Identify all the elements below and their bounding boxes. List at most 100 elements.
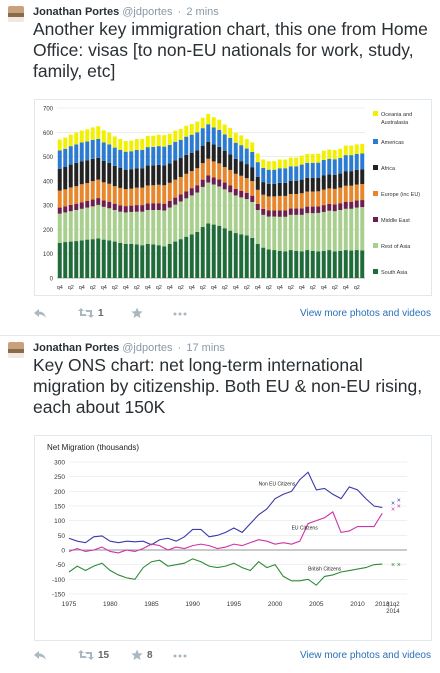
favorite-button[interactable]: [131, 307, 147, 319]
x-marker: ×: [397, 504, 401, 511]
x-tick-label: q2: [288, 285, 294, 291]
bar-segment: [173, 197, 178, 205]
x-tick-label: q2: [244, 285, 250, 291]
author-handle[interactable]: @jdportes: [122, 342, 173, 354]
bar-segment: [228, 127, 233, 138]
bar-segment: [57, 150, 62, 169]
bar-segment: [195, 132, 200, 151]
bar-segment: [332, 174, 337, 189]
bar-segment: [277, 210, 282, 217]
retweet-button[interactable]: 15: [78, 649, 109, 661]
bar-segment: [145, 203, 150, 210]
bar-segment: [277, 250, 282, 278]
bar-segment: [228, 230, 233, 278]
reply-button[interactable]: [33, 649, 47, 661]
bar-segment: [354, 200, 359, 208]
bar-segment: [96, 204, 101, 239]
bar-segment: [162, 185, 167, 204]
bar-segment: [244, 139, 249, 149]
avatar[interactable]: [8, 342, 24, 358]
more-button[interactable]: [173, 312, 187, 316]
y-tick-label: 600: [43, 131, 54, 137]
bar-segment: [272, 169, 277, 184]
bar-segment: [233, 142, 238, 159]
bar-segment: [90, 127, 95, 140]
author-handle[interactable]: @jdportes: [122, 6, 173, 18]
bar-segment: [129, 188, 134, 206]
bar-segment: [101, 142, 106, 161]
x-tick-label: q2: [200, 285, 206, 291]
legend-label: Middle East: [381, 218, 410, 224]
bar-segment: [299, 179, 304, 194]
x-tick-label: q2: [134, 285, 140, 291]
bar-segment: [250, 167, 255, 182]
author-name[interactable]: Jonathan Portes: [33, 6, 120, 18]
y-tick-label: -100: [52, 577, 65, 584]
legend-swatch: [373, 139, 378, 144]
bar-segment: [244, 192, 249, 200]
x-tick-label: q4: [233, 285, 239, 291]
bar-segment: [222, 182, 227, 190]
y-tick-label: 0: [61, 548, 65, 555]
x-tick-label: q4: [299, 285, 305, 291]
bar-segment: [255, 162, 260, 177]
x-tick-label: q4: [211, 285, 217, 291]
avatar[interactable]: [8, 6, 24, 22]
bar-segment: [266, 161, 271, 170]
bar-segment: [266, 196, 271, 211]
bar-segment: [151, 135, 156, 147]
x-marker: ×: [397, 562, 401, 569]
bar-segment: [239, 135, 244, 146]
bar-segment: [118, 211, 123, 243]
bar-segment: [321, 175, 326, 190]
x-marker: ×: [391, 506, 395, 513]
bar-segment: [272, 216, 277, 251]
tweet-media-chart[interactable]: Net Migration (thousands) -150 -100 -50 0 50 1…: [34, 435, 432, 641]
bar-segment: [360, 153, 365, 170]
bar-segment: [250, 151, 255, 168]
bar-segment: [316, 153, 321, 163]
tweet-media-chart[interactable]: 0 100 200 300 400 500 600 700 q4 q2 q4 q2 q4 q2 q4 q2 q4…: [34, 99, 432, 296]
bar-segment: [354, 144, 359, 154]
stacked-bar-chart: 0 100 200 300 400 500 600 700 q4 q2 q4 q2 q4 q2 q4 q2 q4…: [35, 100, 431, 295]
bar-segment: [156, 203, 161, 210]
x-tick-label: 1990: [185, 601, 200, 608]
bar-segment: [156, 164, 161, 185]
favorite-button[interactable]: 8: [131, 649, 153, 661]
bar-segment: [184, 136, 189, 155]
bar-segment: [272, 250, 277, 278]
bar-segment: [310, 191, 315, 207]
reply-button[interactable]: [33, 307, 47, 319]
bar-segment: [338, 187, 343, 204]
bar-segment: [112, 241, 117, 278]
retweet-button[interactable]: 1: [78, 307, 104, 319]
bar-segment: [266, 183, 271, 197]
bar-segment: [316, 206, 321, 213]
bar-segment: [184, 125, 189, 137]
bar-segment: [321, 159, 326, 176]
bar-segment: [68, 146, 73, 165]
bar-segment: [112, 203, 117, 210]
bar-segment: [90, 206, 95, 240]
author-name[interactable]: Jonathan Portes: [33, 342, 120, 354]
bar-segment: [129, 151, 134, 170]
x-tick-label: q2: [266, 285, 272, 291]
bar-segment: [118, 242, 123, 278]
bar-segment: [360, 184, 365, 201]
view-more-photos-link[interactable]: View more photos and videos: [299, 650, 431, 661]
y-tick-label: 150: [54, 504, 65, 511]
tweet-timestamp[interactable]: 2 mins: [186, 6, 219, 18]
legend-swatch: [373, 191, 378, 196]
bar-segment: [239, 190, 244, 198]
bar-segment: [288, 193, 293, 209]
bar-segment: [338, 148, 343, 159]
bar-segment: [354, 184, 359, 201]
bar-segment: [107, 144, 112, 163]
bar-segment: [244, 178, 249, 193]
bar-segment: [85, 160, 90, 184]
view-more-photos-link[interactable]: View more photos and videos: [299, 308, 431, 319]
more-button[interactable]: [173, 654, 187, 658]
tweet-timestamp[interactable]: 17 mins: [186, 342, 225, 354]
bar-segment: [272, 210, 277, 217]
x-tick-label: q4: [343, 285, 349, 291]
